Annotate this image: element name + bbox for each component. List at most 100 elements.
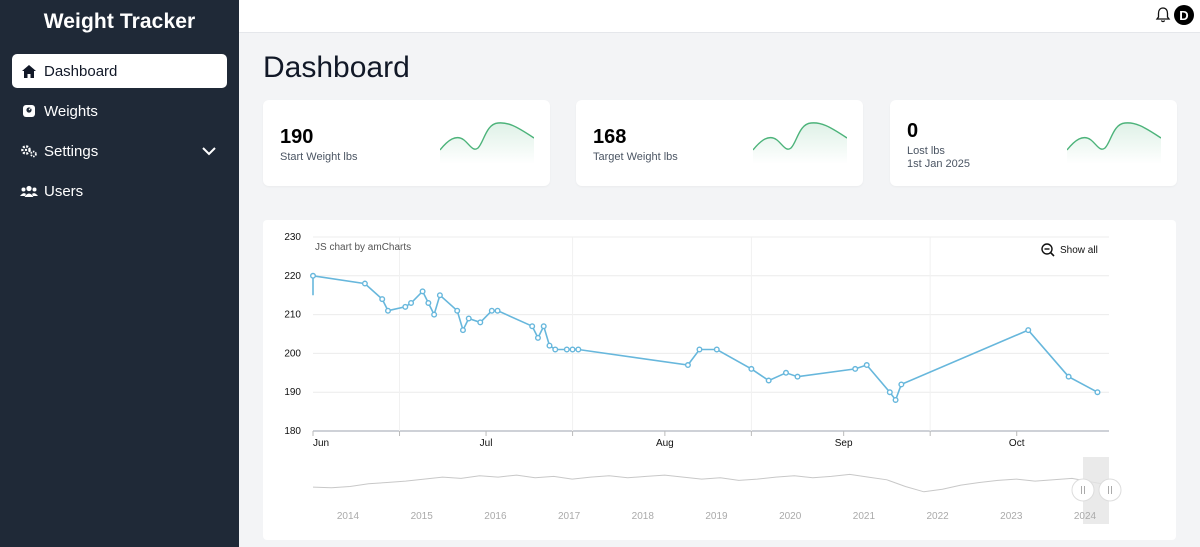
start-weight-card: 190 Start Weight lbs <box>263 100 550 186</box>
y-tick-label: 210 <box>284 310 301 321</box>
home-icon <box>20 62 38 80</box>
navigator-year-label: 2022 <box>926 511 949 522</box>
chart-credit[interactable]: JS chart by amCharts <box>315 242 412 253</box>
card-sublabel: 1st Jan 2025 <box>907 158 970 170</box>
navigator-year-label: 2020 <box>779 511 802 522</box>
lost-weight-card: 0 Lost lbs 1st Jan 2025 <box>890 100 1177 186</box>
data-point <box>454 307 461 314</box>
users-icon <box>20 182 38 200</box>
navigator-line <box>312 473 1110 493</box>
navigator-year-label: 2017 <box>558 511 581 522</box>
avatar[interactable]: D <box>1174 5 1194 25</box>
data-point <box>540 323 547 330</box>
data-point <box>477 319 484 326</box>
data-point <box>534 334 541 341</box>
y-tick-label: 220 <box>284 271 301 282</box>
navigator-year-label: 2021 <box>853 511 876 522</box>
sidebar-item-label: Users <box>44 182 84 200</box>
card-value: 190 <box>280 126 314 148</box>
data-point <box>361 280 368 287</box>
sidebar-item-users[interactable]: Users <box>12 174 227 208</box>
series-line <box>312 274 1098 402</box>
sparkline-chart <box>1067 122 1161 164</box>
navigator-year-label: 2023 <box>1000 511 1023 522</box>
navigator-year-label: 2016 <box>484 511 507 522</box>
data-point <box>459 327 466 334</box>
data-point <box>794 373 801 380</box>
data-point <box>765 377 772 384</box>
data-point <box>408 299 415 306</box>
data-point <box>465 315 472 322</box>
y-tick-label: 230 <box>284 232 301 243</box>
x-tick-label: Sep <box>835 438 853 449</box>
target-weight-card: 168 Target Weight lbs <box>576 100 863 186</box>
navigator-year-label: 2014 <box>337 511 360 522</box>
chevron-down-icon[interactable] <box>201 143 217 159</box>
data-point <box>713 346 720 353</box>
data-point <box>552 346 559 353</box>
sidebar-item-dashboard[interactable]: Dashboard <box>12 54 227 88</box>
show-all-button[interactable]: Show all <box>1041 243 1098 257</box>
sidebar-item-settings[interactable]: Settings <box>12 134 227 168</box>
app-title: Weight Tracker <box>43 10 196 33</box>
sparkline-chart <box>753 122 847 164</box>
sidebar-item-label: Dashboard <box>44 62 118 80</box>
sidebar-item-weights[interactable]: Weights <box>12 94 227 128</box>
sidebar-item-label: Weights <box>44 102 98 120</box>
top-bar: D <box>239 0 1200 33</box>
bell-icon[interactable] <box>1155 6 1171 24</box>
show-all-label: Show all <box>1060 244 1098 256</box>
card-label: Target Weight lbs <box>593 151 678 163</box>
card-label: Lost lbs <box>907 145 945 157</box>
weight-line-chart[interactable]: 180 190 200 210 220 230 Jun Jul Aug Sep Oct 2014 201… <box>263 220 1176 540</box>
sidebar: Weight Tracker Dashboard Weights Setting… <box>0 0 239 547</box>
sidebar-nav: Dashboard Weights Settings Users <box>0 44 239 208</box>
navigator-year-label: 2015 <box>411 511 434 522</box>
data-point <box>563 346 570 353</box>
data-point <box>748 365 755 372</box>
navigator-grip-handle[interactable] <box>1071 478 1095 502</box>
card-label: Start Weight lbs <box>280 151 358 163</box>
x-tick-label: Jul <box>480 438 493 449</box>
page-title: Dashboard <box>263 51 410 84</box>
data-point <box>892 396 899 403</box>
data-point <box>379 296 386 303</box>
x-tick-label: Aug <box>656 438 674 449</box>
data-point <box>782 369 789 376</box>
data-point <box>384 307 391 314</box>
gears-icon <box>20 142 38 160</box>
weight-chart-panel: 180 190 200 210 220 230 Jun Jul Aug Sep Oct 2014 201… <box>263 220 1176 540</box>
data-point <box>488 307 495 314</box>
data-point <box>1094 389 1101 396</box>
data-point <box>431 311 438 318</box>
data-point <box>546 342 553 349</box>
data-point <box>310 272 317 279</box>
scale-icon <box>20 102 38 120</box>
data-point <box>402 303 409 310</box>
data-point <box>684 362 691 369</box>
data-point <box>575 346 582 353</box>
data-point <box>569 346 576 353</box>
data-point <box>494 307 501 314</box>
y-tick-label: 190 <box>284 387 301 398</box>
data-point <box>852 365 859 372</box>
card-value: 168 <box>593 126 627 148</box>
navigator-year-label: 2019 <box>705 511 728 522</box>
data-point <box>696 346 703 353</box>
navigator-year-label: 2018 <box>632 511 655 522</box>
data-point <box>425 299 432 306</box>
sidebar-item-label: Settings <box>44 142 99 160</box>
y-tick-label: 200 <box>284 348 301 359</box>
sparkline-chart <box>440 122 534 164</box>
data-point <box>863 362 870 369</box>
card-value: 0 <box>907 120 919 142</box>
data-point <box>419 288 426 295</box>
navigator-year-label: 2024 <box>1074 511 1097 522</box>
data-point <box>886 389 893 396</box>
navigator-grip-handle[interactable] <box>1098 478 1122 502</box>
data-point <box>1065 373 1072 380</box>
data-point <box>898 381 905 388</box>
data-point <box>529 323 536 330</box>
y-tick-label: 180 <box>284 426 301 437</box>
data-point <box>436 292 443 299</box>
